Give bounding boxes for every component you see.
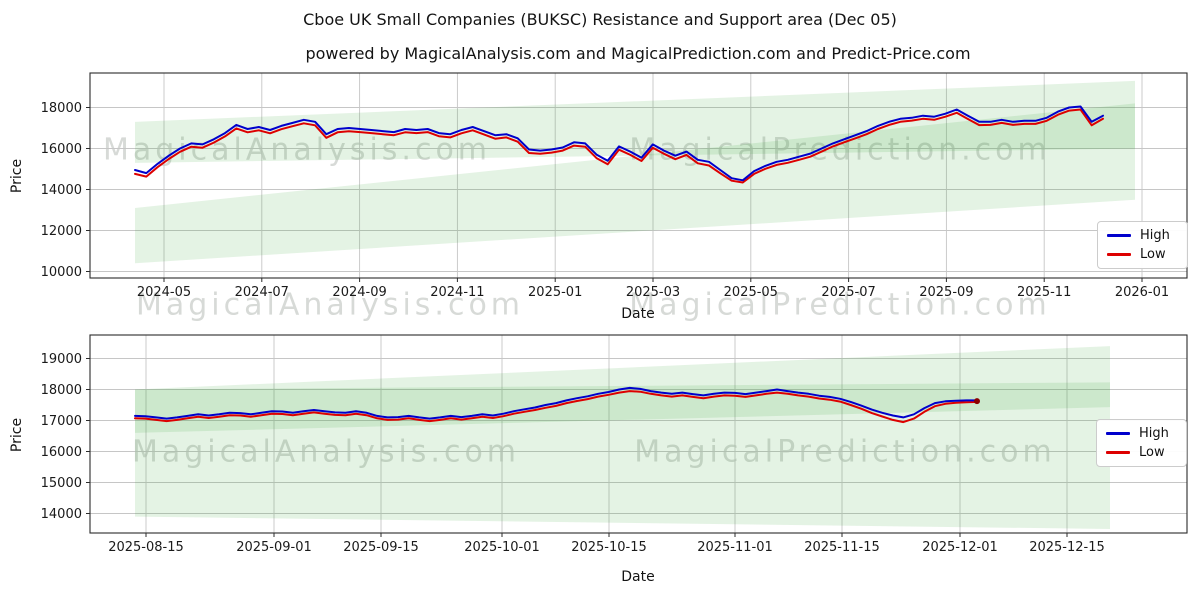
watermark-text: MagicalPrediction.com [629, 133, 1051, 168]
top-chart-xlabel: Date [621, 306, 655, 322]
legend-label-high: High [1140, 228, 1170, 243]
top-chart-x-tick: 2024-07 [235, 285, 289, 300]
legend-item-high: High [1106, 426, 1176, 441]
top-chart-x-tick: 2025-01 [528, 285, 582, 300]
top-chart-y-tick: 18000 [41, 101, 82, 116]
top-chart-y-tick: 14000 [41, 183, 82, 198]
top-chart: 2024-05 2024-07 2024-09 2024-11 2025-01 2025-… [41, 72, 1188, 300]
watermark-text: MagicalAnalysis.com [103, 133, 491, 168]
watermark-text: MagicalAnalysis.com [132, 435, 520, 470]
top-chart-high-line [134, 105, 1104, 182]
high-line-swatch [1107, 234, 1131, 237]
bottom-chart-x-tick: 2025-12-15 [1029, 540, 1105, 555]
high-line-swatch [1106, 432, 1130, 435]
bottom-chart-x-tick: 2025-11-01 [697, 540, 773, 555]
top-chart-frame [89, 72, 1188, 279]
low-line-swatch [1106, 451, 1130, 454]
bottom-chart-frame [89, 334, 1188, 534]
legend-label-low: Low [1139, 445, 1165, 460]
bottom-chart-end-marker [974, 398, 980, 405]
bottom-chart-x-tick: 2025-10-01 [464, 540, 540, 555]
legend-item-high: High [1107, 228, 1177, 243]
legend-item-low: Low [1107, 247, 1177, 262]
watermark-text: MagicalPrediction.com [629, 287, 1051, 323]
top-chart-x-tick: 2025-05 [724, 285, 778, 300]
bottom-chart-x-tick: 2025-12-01 [922, 540, 998, 555]
bottom-chart-legend: High Low [1096, 419, 1187, 467]
top-chart-tick-labels: 2024-05 2024-07 2024-09 2024-11 2025-01 2025-… [41, 101, 1170, 300]
bottom-chart-grid [90, 335, 1187, 533]
top-chart-x-tick: 2024-11 [430, 285, 484, 300]
bottom-chart-y-tick: 15000 [41, 476, 82, 491]
watermark-text: MagicalPrediction.com [634, 435, 1056, 470]
top-chart-x-tick: 2025-07 [821, 285, 875, 300]
figure-title: Cboe UK Small Companies (BUKSC) Resistan… [303, 10, 897, 29]
bottom-chart-support-area [135, 382, 1110, 529]
top-chart-x-tick: 2024-05 [137, 285, 191, 300]
top-chart-x-tick: 2024-09 [332, 285, 386, 300]
top-chart-x-tick: 2025-09 [919, 285, 973, 300]
bottom-chart-xlabel: Date [621, 569, 655, 585]
top-chart-x-tick: 2026-01 [1115, 285, 1169, 300]
bottom-chart-low-line [134, 390, 978, 424]
top-chart-y-tick: 16000 [41, 142, 82, 157]
top-chart-legend: High Low [1097, 221, 1188, 269]
bottom-chart: 2025-08-15 2025-09-01 2025-09-15 2025-10-01… [41, 334, 1188, 555]
bottom-chart-high-line [134, 386, 978, 420]
bottom-chart-y-tick: 17000 [41, 414, 82, 429]
bottom-chart-x-tick: 2025-11-15 [804, 540, 880, 555]
top-chart-y-tick: 10000 [41, 265, 82, 280]
top-chart-x-tick: 2025-11 [1017, 285, 1071, 300]
bottom-chart-ylabel: Price [9, 417, 25, 453]
legend-label-low: Low [1140, 247, 1166, 262]
watermark-text: MagicalAnalysis.com [135, 287, 525, 323]
top-chart-support-area [135, 103, 1135, 264]
bottom-chart-y-tick: 14000 [41, 507, 82, 522]
top-chart-resistance-area [135, 80, 1135, 163]
bottom-chart-y-tick: 18000 [41, 383, 82, 398]
top-chart-x-tick: 2025-03 [626, 285, 680, 300]
figure-subtitle: powered by MagicalAnalysis.com and Magic… [305, 44, 971, 63]
low-line-swatch [1107, 253, 1131, 256]
top-chart-y-tick: 12000 [41, 224, 82, 239]
bottom-chart-x-tick: 2025-08-15 [108, 540, 184, 555]
bottom-chart-tick-labels: 2025-08-15 2025-09-01 2025-09-15 2025-10-01… [41, 352, 1105, 555]
bottom-chart-y-tick: 16000 [41, 445, 82, 460]
legend-label-high: High [1139, 426, 1169, 441]
bottom-chart-x-tick: 2025-10-15 [571, 540, 647, 555]
top-chart-low-line [134, 108, 1104, 184]
top-chart-ylabel: Price [9, 158, 25, 194]
legend-item-low: Low [1106, 445, 1176, 460]
bottom-chart-x-tick: 2025-09-01 [236, 540, 312, 555]
bottom-chart-y-tick: 19000 [41, 352, 82, 367]
bottom-chart-x-tick: 2025-09-15 [343, 540, 419, 555]
